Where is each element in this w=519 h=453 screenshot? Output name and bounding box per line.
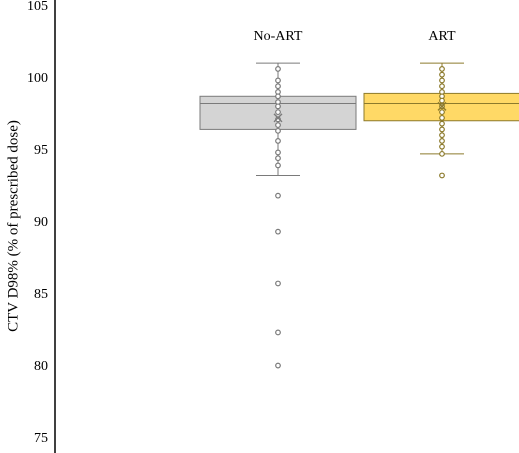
data-point (439, 150, 445, 157)
series-label: No-ART (254, 29, 303, 44)
data-point (275, 127, 281, 134)
data-point (275, 66, 281, 72)
data-point (439, 97, 445, 104)
y-tick-label: 95 (34, 143, 48, 158)
data-point (275, 122, 281, 128)
y-axis-label: CTV D98% (% of prescribed dose) (5, 120, 21, 332)
data-point (275, 109, 281, 116)
y-tick-label: 105 (27, 0, 48, 14)
data-point (439, 114, 445, 121)
data-point (275, 228, 281, 235)
data-point (439, 109, 445, 116)
data-point (275, 83, 281, 90)
data-point (275, 93, 281, 100)
data-point (439, 126, 445, 133)
y-tick-label: 75 (34, 431, 48, 446)
y-tick-label: 85 (34, 287, 48, 302)
data-point (275, 162, 281, 169)
data-point (275, 149, 281, 156)
data-point (275, 329, 281, 336)
y-tick-label: 90 (34, 215, 48, 230)
data-point (275, 280, 281, 287)
data-point (439, 66, 445, 72)
data-point (275, 103, 281, 110)
data-point (275, 192, 281, 199)
data-point (439, 132, 445, 139)
y-tick-label: 100 (27, 71, 48, 86)
data-point (439, 120, 445, 127)
data-point (275, 362, 281, 369)
data-point (275, 155, 281, 162)
data-point (439, 143, 445, 150)
series-label: ART (428, 29, 456, 44)
data-point (439, 71, 445, 78)
mean-marker (437, 101, 447, 111)
data-point (439, 172, 445, 179)
mean-marker (273, 113, 283, 123)
data-point (275, 77, 281, 84)
data-point (439, 83, 445, 90)
y-tick-label: 80 (34, 359, 48, 374)
data-point (275, 138, 281, 144)
data-point (439, 77, 445, 84)
data-point (439, 138, 445, 144)
